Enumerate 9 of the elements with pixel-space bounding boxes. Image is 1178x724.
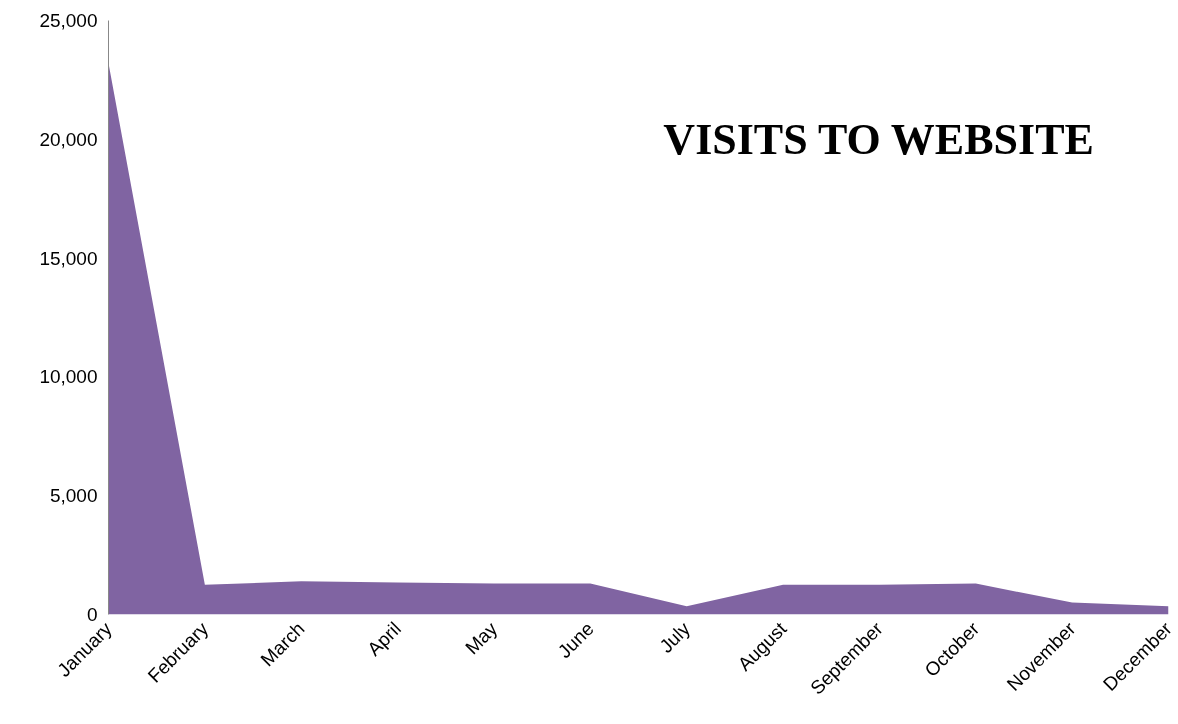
x-tick-label: July [655, 617, 695, 657]
y-tick-label: 20,000 [39, 128, 98, 150]
text: VISITS TO WEBSITE [663, 114, 1094, 164]
x-tick-label: May [461, 617, 502, 659]
y-tick-label: 0 [86, 604, 98, 625]
y-tick-label: 10,000 [39, 366, 98, 388]
y-tick-label: 15,000 [39, 247, 98, 269]
y-tick-label: 25,000 [39, 10, 98, 31]
y-tick-label: 5,000 [49, 485, 98, 507]
